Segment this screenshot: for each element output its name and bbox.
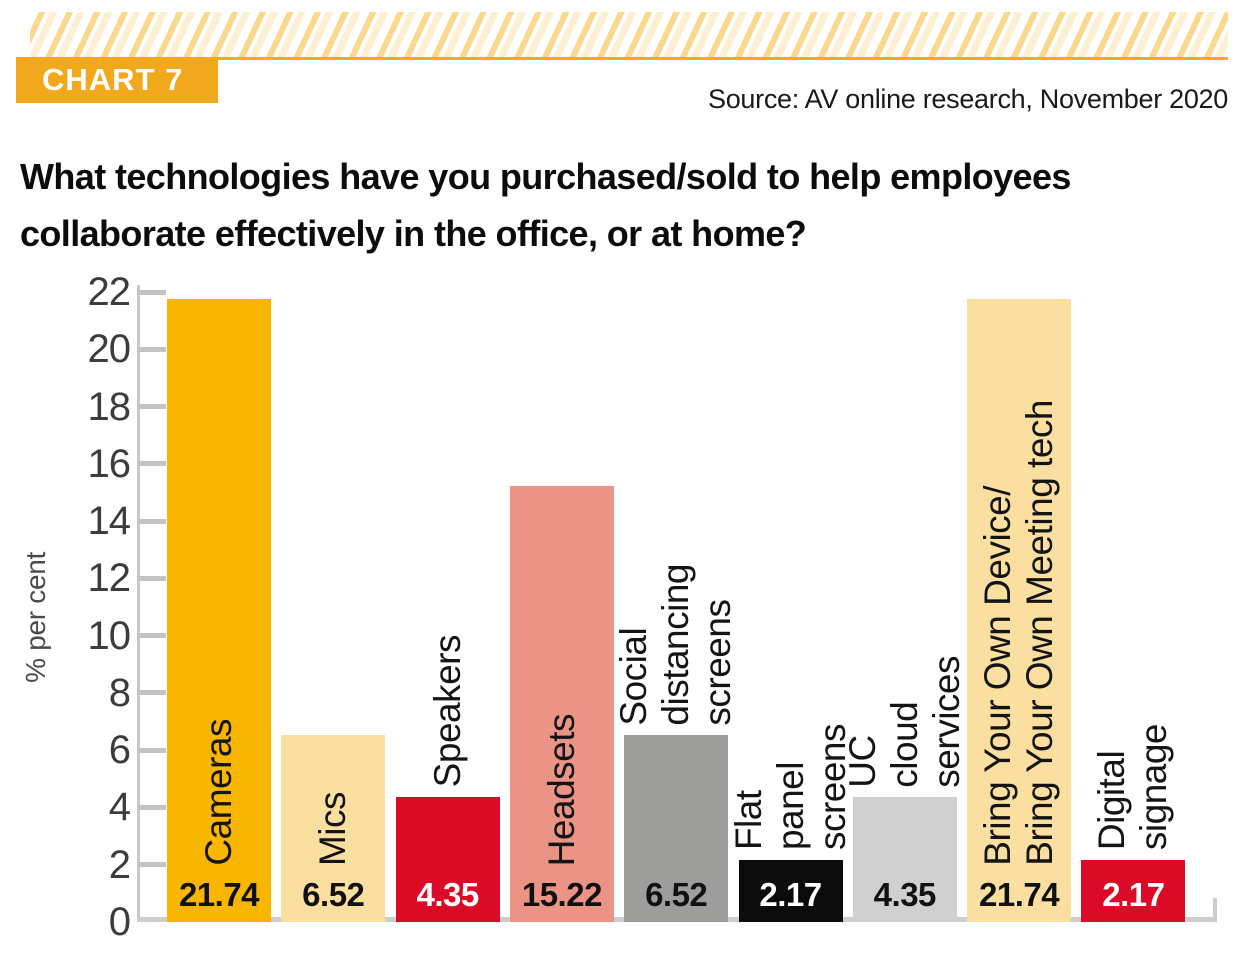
y-tick-label-22: 22 bbox=[87, 270, 132, 314]
bar-value-label-digital-signage: 2.17 bbox=[1102, 875, 1165, 913]
y-tick-mark-20 bbox=[137, 346, 166, 352]
chart-number-badge: CHART 7 bbox=[16, 57, 218, 103]
bar-mics: Mics 6.52 bbox=[281, 735, 386, 922]
y-tick-label-6: 6 bbox=[108, 728, 131, 773]
y-tick-label-20: 20 bbox=[87, 327, 132, 372]
chart-title-line2: collaborate effectively in the office, o… bbox=[20, 213, 807, 254]
bar-value-label-speakers: 4.35 bbox=[416, 875, 479, 913]
bar-category-label-mics: Mics bbox=[312, 791, 354, 866]
y-tick-mark-6 bbox=[137, 747, 166, 753]
bar-speakers: Speakers 4.35 bbox=[395, 635, 500, 922]
chart-number-label: CHART 7 bbox=[42, 62, 184, 97]
y-tick-mark-4 bbox=[137, 804, 166, 810]
y-tick-label-14: 14 bbox=[87, 499, 132, 544]
y-tick-label-18: 18 bbox=[87, 384, 132, 429]
bar-value-label-uc-cloud-services: 4.35 bbox=[873, 875, 937, 913]
y-tick-label-0: 0 bbox=[108, 900, 131, 944]
bar-value-label-cameras: 21.74 bbox=[178, 875, 260, 913]
bar-category-label-byod-byom-tech: Bring Your Own Device/ Bring Your Own Me… bbox=[977, 400, 1061, 866]
bar-digital-signage: Digital signage 2.17 bbox=[1081, 724, 1186, 922]
bar-value-label-byod-byom-tech: 21.74 bbox=[979, 875, 1060, 913]
y-tick-label-2: 2 bbox=[108, 842, 131, 887]
chart-title-line1: What technologies have you purchased/sol… bbox=[20, 156, 1071, 197]
bar-value-label-flat-panel-screens: 2.17 bbox=[759, 875, 822, 913]
bar-uc-cloud-services: UC cloud services 4.35 bbox=[842, 656, 967, 922]
y-tick-label-8: 8 bbox=[108, 670, 131, 715]
hatch-pattern-decoration bbox=[30, 12, 1228, 57]
bar-value-label-social-distancing-screens: 6.52 bbox=[645, 875, 708, 913]
bar-headsets: Headsets 15.22 bbox=[509, 486, 614, 922]
bar-cameras: Cameras 21.74 bbox=[167, 299, 271, 922]
y-tick-mark-22 bbox=[137, 289, 166, 295]
bar-category-label-digital-signage: Digital signage bbox=[1091, 723, 1175, 850]
bar-value-label-headsets: 15.22 bbox=[521, 875, 603, 913]
bar-category-label-flat-panel-screens: Flat panel screens bbox=[727, 723, 853, 850]
bar-category-label-headsets: Headsets bbox=[540, 713, 582, 866]
y-axis-line bbox=[137, 285, 140, 922]
y-tick-label-10: 10 bbox=[87, 613, 132, 658]
source-text: Source: AV online research, November 202… bbox=[707, 84, 1228, 114]
bar-byod-byom-tech: Bring Your Own Device/ Bring Your Own Me… bbox=[967, 299, 1072, 922]
bar-value-label-mics: 6.52 bbox=[302, 875, 365, 913]
y-tick-mark-2 bbox=[137, 862, 166, 868]
y-tick-mark-18 bbox=[137, 404, 166, 410]
y-tick-mark-8 bbox=[137, 690, 166, 696]
bar-category-label-social-distancing-screens: Social distancing screens bbox=[613, 563, 739, 726]
y-tick-mark-10 bbox=[137, 633, 166, 639]
bar-flat-panel-screens: Flat panel screens 2.17 bbox=[728, 724, 853, 922]
y-tick-mark-14 bbox=[137, 518, 166, 524]
y-tick-mark-16 bbox=[137, 461, 166, 467]
bar-category-label-cameras: Cameras bbox=[198, 719, 239, 866]
y-tick-label-4: 4 bbox=[108, 785, 131, 830]
y-tick-mark-12 bbox=[137, 575, 166, 581]
y-tick-label-12: 12 bbox=[87, 556, 132, 601]
bar-social-distancing-screens: Social distancing screens 6.52 bbox=[613, 564, 738, 922]
chart-title: What technologies have you purchased/sol… bbox=[20, 148, 1220, 262]
x-axis-end-tick bbox=[1213, 898, 1217, 922]
bar-category-label-uc-cloud-services: UC cloud services bbox=[841, 655, 967, 788]
orange-rule bbox=[30, 57, 1228, 60]
y-tick-label-16: 16 bbox=[87, 441, 132, 486]
bar-category-label-speakers: Speakers bbox=[426, 635, 468, 788]
